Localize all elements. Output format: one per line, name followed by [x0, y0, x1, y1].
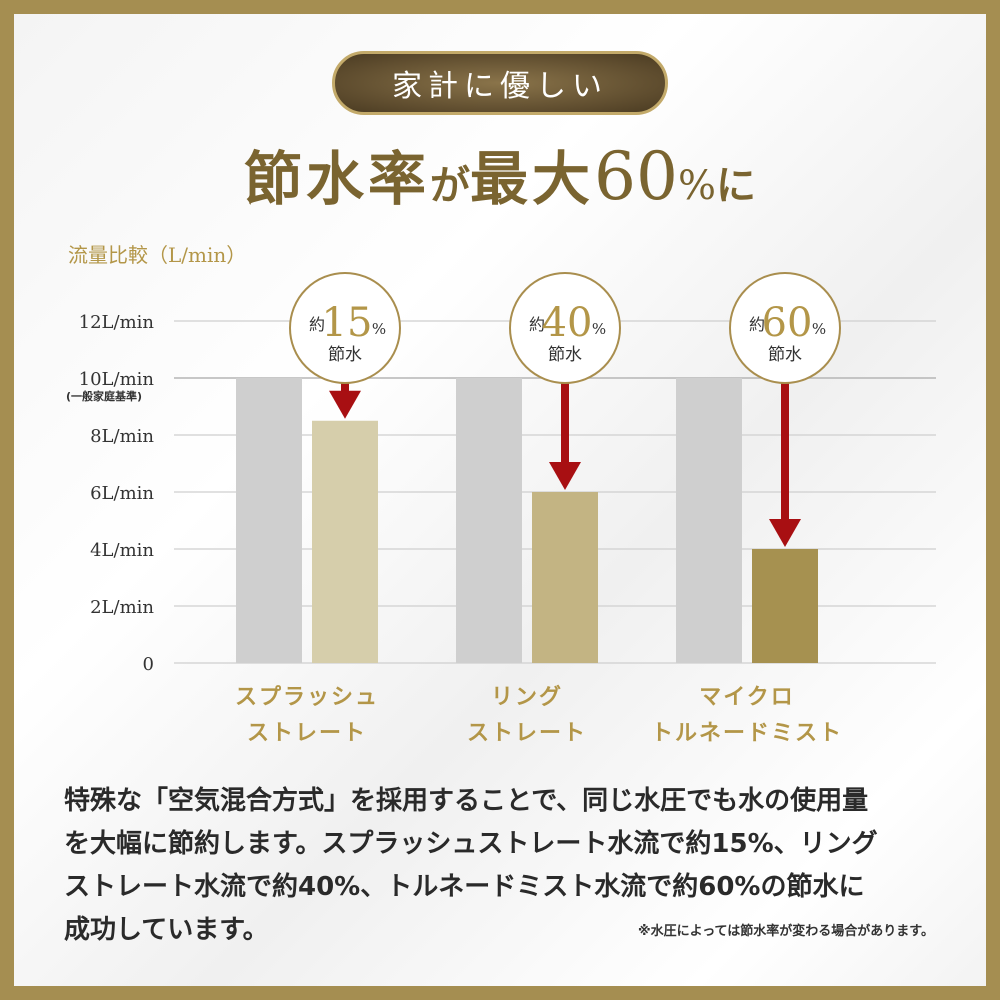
product-bar [532, 492, 598, 663]
header-badge: 家計に優しい [332, 51, 668, 115]
reduction-arrow-head [549, 462, 581, 490]
baseline-bar [676, 378, 742, 663]
y-axis-title: 流量比較（L/min） [68, 243, 246, 267]
y-tick-label: 8L/min [90, 426, 154, 447]
savings-badge [729, 272, 841, 384]
savings-badge-number: 15 [322, 300, 373, 346]
savings-badge-label: 節水 [548, 345, 582, 365]
x-category-label: マイクロ [699, 685, 795, 710]
y-tick-sublabel: (一般家庭基準) [66, 389, 142, 403]
x-category-label: リング [491, 684, 563, 710]
y-tick-label: 4L/min [90, 540, 154, 561]
headline-part-a: 節水率 [243, 145, 430, 213]
y-tick-label: 12L/min [79, 312, 155, 333]
x-category-label: ストレート [247, 721, 367, 746]
header-badge-label: 家計に優しい [392, 69, 608, 104]
headline-percent: % [678, 163, 717, 209]
savings-badge-prefix: 約 [529, 315, 545, 334]
description-line: を大幅に節約します。スプラッシュストレート水流で約15%、リング [64, 829, 878, 859]
headline-number: 60 [594, 138, 678, 215]
y-tick-label: 0 [143, 654, 154, 675]
reduction-arrow-shaft [561, 372, 569, 464]
headline-part-b: が [430, 162, 470, 209]
product-bar [312, 420, 378, 663]
savings-badge-number: 60 [762, 300, 813, 346]
description: 特殊な「空気混合方式」を採用することで、同じ水圧でも水の使用量 を大幅に節約しま… [64, 780, 944, 952]
baseline-bar [236, 378, 302, 663]
x-category-label: トルネードミスト [651, 721, 843, 746]
headline-part-c: 最大 [470, 145, 595, 213]
x-category-label: ストレート [467, 721, 587, 746]
y-tick-label: 6L/min [90, 483, 154, 504]
savings-badge-prefix: 約 [309, 315, 325, 334]
description-line: 特殊な「空気混合方式」を採用することで、同じ水圧でも水の使用量 [64, 786, 869, 816]
y-tick-label: 10L/min [79, 369, 155, 390]
x-category-label: スプラッシュ [235, 685, 379, 710]
savings-badge-percent: % [812, 320, 826, 338]
baseline-bar [456, 378, 522, 663]
product-bar [752, 549, 818, 663]
description-line: 成功しています。 [64, 915, 269, 945]
description-line: ストレート水流で約40%、トルネードミスト水流で約60%の節水に [64, 872, 865, 902]
reduction-arrow-shaft [781, 372, 789, 521]
footnote: ※水圧によっては節水率が変わる場合があります。 [637, 924, 934, 939]
savings-badge [289, 272, 401, 384]
reduction-arrow-head [769, 519, 801, 547]
savings-badge-number: 40 [542, 300, 593, 346]
headline-part-d: に [716, 162, 757, 209]
savings-badge [509, 272, 621, 384]
card-frame: 家計に優しい 節水率が最大60%に 流量比較（L/min） 12L/min 10L/… [14, 14, 986, 986]
headline: 節水率が最大60%に [14, 132, 986, 216]
savings-badge-label: 節水 [768, 345, 802, 365]
savings-badge-percent: % [592, 320, 606, 338]
savings-badge-prefix: 約 [749, 315, 765, 334]
savings-badge-percent: % [372, 320, 386, 338]
reduction-arrow-head [329, 390, 361, 419]
savings-badge-label: 節水 [328, 345, 362, 365]
flow-comparison-chart: 流量比較（L/min） 12L/min 10L/min(一般家庭基準) 8L/min 6… [66, 243, 936, 746]
y-tick-label: 2L/min [90, 597, 154, 618]
